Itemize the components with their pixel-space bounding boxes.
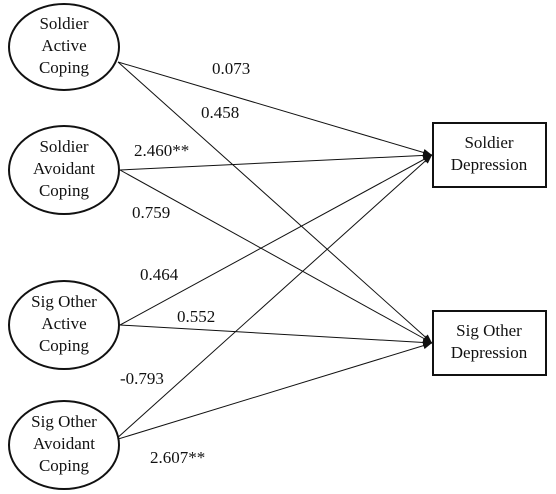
node-label: Sig Other bbox=[31, 292, 97, 311]
node-label: Coping bbox=[39, 456, 90, 475]
node: Soldier Active Coping bbox=[8, 3, 120, 91]
edge bbox=[119, 169, 433, 344]
edge bbox=[114, 342, 433, 441]
node-label: Sig Other bbox=[456, 321, 522, 340]
edge-label: 0.458 bbox=[201, 103, 239, 122]
node-label: Sig Other bbox=[31, 412, 97, 431]
edge bbox=[114, 154, 433, 441]
edge-label: 2.460** bbox=[134, 141, 189, 160]
node-label: Coping bbox=[39, 58, 90, 77]
edge-label: 0.073 bbox=[212, 59, 250, 78]
edge-label: 2.607** bbox=[150, 448, 205, 467]
node: Sig Other Active Coping bbox=[8, 280, 120, 370]
edges bbox=[114, 61, 433, 441]
node-label: Active bbox=[41, 36, 86, 55]
edge-label: 0.552 bbox=[177, 307, 215, 326]
node-label: Coping bbox=[39, 181, 90, 200]
edge bbox=[117, 61, 433, 344]
node: Sig Other Avoidant Coping bbox=[8, 400, 120, 490]
edge-label: 0.759 bbox=[132, 203, 170, 222]
node-label: Soldier bbox=[39, 137, 88, 156]
node-label: Coping bbox=[39, 336, 90, 355]
edge bbox=[119, 151, 433, 171]
node-label: Avoidant bbox=[33, 159, 95, 178]
edge bbox=[119, 324, 433, 347]
node-label: Depression bbox=[451, 155, 528, 174]
node-label: Depression bbox=[451, 343, 528, 362]
node-label: Soldier bbox=[464, 133, 513, 152]
edge bbox=[117, 61, 433, 156]
node: Sig Other Depression bbox=[432, 310, 547, 376]
node-label: Active bbox=[41, 314, 86, 333]
node: Soldier Avoidant Coping bbox=[8, 125, 120, 215]
node: Soldier Depression bbox=[432, 122, 547, 188]
edge-label: -0.793 bbox=[120, 369, 164, 388]
edge-labels: 0.073 0.458 2.460** 0.759 0.464 0.552 -0… bbox=[120, 59, 250, 467]
edge bbox=[119, 154, 433, 326]
node-label: Avoidant bbox=[33, 434, 95, 453]
node-label: Soldier bbox=[39, 14, 88, 33]
edge-label: 0.464 bbox=[140, 265, 179, 284]
